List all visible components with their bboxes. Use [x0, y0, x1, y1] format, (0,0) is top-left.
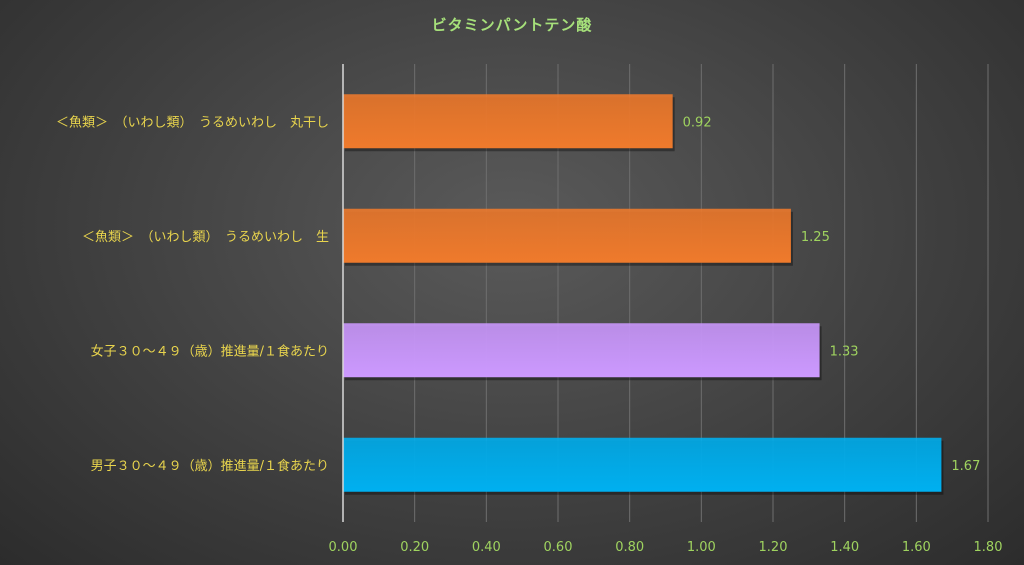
- labels: 0.00 0.20 0.40 0.60 0.80 1.00 1.20 1.40 1.60 1.80…: [56, 115, 1002, 555]
- bar: [343, 437, 942, 492]
- x-tick-label: 1.80: [974, 540, 1003, 555]
- x-tick-label: 0.00: [329, 540, 358, 555]
- x-tick-label: 0.40: [472, 540, 501, 555]
- data-label: 0.92: [683, 115, 712, 130]
- data-label: 1.33: [830, 344, 859, 359]
- x-tick-label: 1.20: [759, 540, 788, 555]
- bars: [343, 94, 944, 495]
- category-label: 女子３０～４９（歳）推進量/１食あたり: [91, 343, 329, 359]
- x-tick-label: 0.60: [544, 540, 573, 555]
- data-label: 1.67: [951, 459, 980, 474]
- bar: [343, 208, 791, 263]
- x-tick-label: 0.80: [615, 540, 644, 555]
- category-label: ＜魚類＞ （いわし類） うるめいわし 生: [82, 230, 329, 245]
- data-label: 1.25: [801, 230, 830, 245]
- x-tick-label: 1.60: [902, 540, 931, 555]
- chart-title: ビタミンパントテン酸: [431, 16, 593, 34]
- x-tick-label: 0.20: [400, 540, 429, 555]
- x-tick-label: 1.00: [687, 540, 716, 555]
- bar: [343, 323, 820, 378]
- category-label: ＜魚類＞ （いわし類） うるめいわし 丸干し: [56, 115, 329, 130]
- category-label: 男子３０～４９（歳）推進量/１食あたり: [91, 458, 329, 474]
- bar: [343, 94, 673, 149]
- x-tick-label: 1.40: [830, 540, 859, 555]
